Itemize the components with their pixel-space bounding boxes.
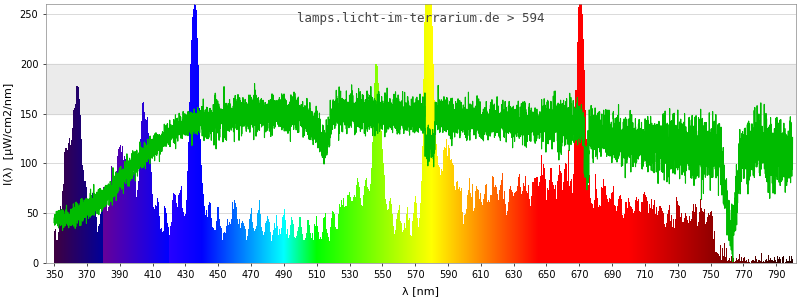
X-axis label: λ [nm]: λ [nm] bbox=[402, 286, 439, 296]
Y-axis label: I(λ)  [µW/cm2/nm]: I(λ) [µW/cm2/nm] bbox=[4, 82, 14, 184]
Bar bbox=[46, 64, 796, 113]
Text: lamps.licht-im-terrarium.de > 594: lamps.licht-im-terrarium.de > 594 bbox=[297, 12, 545, 25]
